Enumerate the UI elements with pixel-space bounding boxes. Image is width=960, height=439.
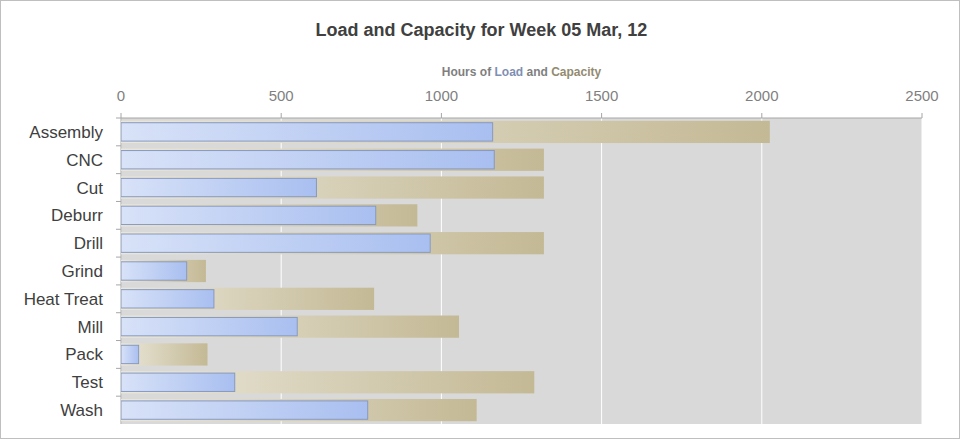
category-tick — [116, 396, 121, 397]
category-label: Wash — [60, 401, 103, 420]
load-bar — [121, 345, 139, 363]
x-axis-label: Hours of Load and Capacity — [442, 65, 602, 79]
category-tick — [116, 118, 121, 119]
tick-label: 2500 — [905, 87, 938, 104]
category-label: Assembly — [29, 123, 103, 142]
tick-label: 1000 — [425, 87, 458, 104]
tick-mark — [281, 113, 282, 118]
category-tick — [116, 145, 121, 146]
load-bar — [121, 373, 235, 391]
category-label: Mill — [78, 318, 104, 337]
x-axis-line — [121, 118, 922, 119]
tick-mark — [761, 113, 762, 118]
category-label: Test — [72, 373, 103, 392]
load-bar — [121, 290, 214, 308]
category-tick — [116, 173, 121, 174]
load-bar — [121, 401, 368, 419]
grid-line — [761, 118, 762, 424]
tick-mark — [601, 113, 602, 118]
plot-background — [121, 118, 922, 424]
category-tick — [116, 340, 121, 341]
category-tick — [116, 257, 121, 258]
category-tick — [116, 201, 121, 202]
category-tick — [116, 368, 121, 369]
category-label: Deburr — [51, 206, 103, 225]
chart-title: Load and Capacity for Week 05 Mar, 12 — [316, 20, 648, 40]
capacity-bar — [121, 343, 208, 365]
capacity-bar — [121, 260, 206, 282]
category-label: Heat Treat — [24, 290, 104, 309]
capacity-bar — [121, 371, 534, 393]
load-bar — [121, 234, 430, 252]
load-bar — [121, 178, 316, 196]
load-bar — [121, 123, 493, 141]
capacity-bar — [121, 232, 544, 254]
capacity-bar — [121, 204, 417, 226]
grid-line — [922, 118, 923, 424]
grid-line — [601, 118, 602, 424]
capacity-bar — [121, 288, 374, 310]
chart-container: Load and Capacity for Week 05 Mar, 12 Hou… — [0, 0, 960, 439]
chart-svg: Load and Capacity for Week 05 Mar, 12 Hou… — [0, 0, 960, 439]
category-tick — [116, 229, 121, 230]
tick-label: 1500 — [585, 87, 618, 104]
category-label: Grind — [61, 262, 103, 281]
capacity-bar — [121, 121, 770, 143]
chart-frame — [1, 1, 960, 439]
capacity-bar — [121, 399, 477, 421]
tick-label: 0 — [117, 87, 125, 104]
load-bar — [121, 151, 494, 169]
category-label: Cut — [77, 179, 104, 198]
category-label: Drill — [74, 234, 103, 253]
load-bar — [121, 262, 187, 280]
tick-label: 500 — [269, 87, 294, 104]
category-label: Pack — [65, 345, 103, 364]
category-tick — [116, 312, 121, 313]
load-bar — [121, 317, 297, 335]
capacity-bar — [121, 316, 459, 338]
category-tick — [116, 284, 121, 285]
capacity-bar — [121, 149, 544, 171]
load-bar — [121, 206, 376, 224]
tick-mark — [121, 113, 122, 118]
capacity-bar — [121, 176, 544, 198]
category-label: CNC — [66, 151, 103, 170]
tick-mark — [922, 113, 923, 118]
tick-label: 2000 — [745, 87, 778, 104]
tick-mark — [441, 113, 442, 118]
bars — [121, 121, 770, 421]
